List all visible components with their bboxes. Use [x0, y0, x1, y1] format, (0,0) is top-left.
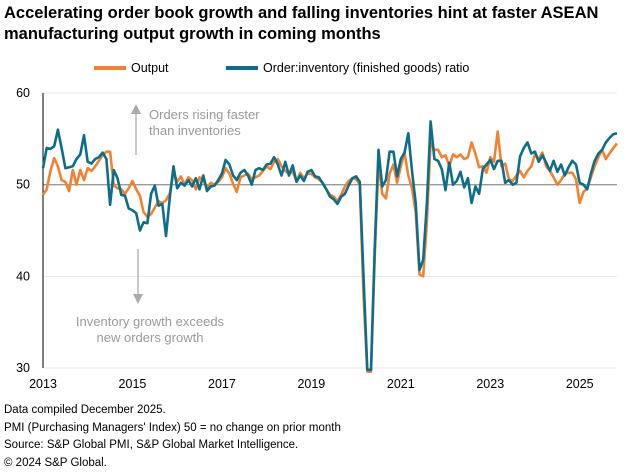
legend-label-ratio: Order:inventory (finished goods) ratio [263, 61, 470, 75]
annotation-text: than inventories [149, 123, 241, 138]
x-tick-label: 2017 [208, 377, 236, 391]
legend-swatch-output [94, 66, 126, 70]
series-ratio-points [42, 121, 618, 370]
x-tick-label: 2025 [566, 377, 594, 391]
legend-swatch-ratio [226, 66, 258, 70]
annotation-text: Orders rising faster [149, 107, 260, 122]
annotation-text: Inventory growth exceeds [76, 314, 225, 329]
x-tick-label: 2013 [29, 377, 57, 391]
y-tick-label: 60 [16, 86, 30, 100]
y-tick-label: 40 [16, 269, 30, 283]
arrow-up-head-icon [131, 104, 141, 114]
series-ratio-line [41, 120, 618, 372]
footer-pmi-note: PMI (Purchasing Managers' Index) 50 = no… [4, 421, 341, 434]
footer-copyright: © 2024 S&P Global. [4, 456, 107, 469]
y-tick-label: 50 [16, 178, 30, 192]
x-tick-label: 2023 [476, 377, 504, 391]
legend-item-output: Output [94, 61, 169, 75]
chart-plot: 30 40 50 60 2013 2015 2017 2019 2021 2023 2025 Orde… [16, 86, 619, 391]
annotation-text: new orders growth [97, 330, 204, 345]
chart-title: Accelerating order book growth and falli… [4, 4, 599, 43]
legend-label-output: Output [131, 61, 169, 75]
x-tick-label: 2021 [387, 377, 415, 391]
arrow-down-head-icon [133, 294, 143, 304]
footer-compiled: Data compiled December 2025. [4, 404, 166, 416]
y-tick-label: 30 [16, 361, 30, 375]
footer-source: Source: S&P Global PMI, S&P Global Marke… [4, 439, 299, 451]
footer: Data compiled December 2025. PMI (Purcha… [4, 402, 341, 472]
x-tick-label: 2019 [297, 377, 325, 391]
legend-item-ratio: Order:inventory (finished goods) ratio [226, 61, 469, 75]
x-tick-label: 2015 [119, 377, 147, 391]
legend: Output Order:inventory (finished goods) … [0, 61, 630, 79]
